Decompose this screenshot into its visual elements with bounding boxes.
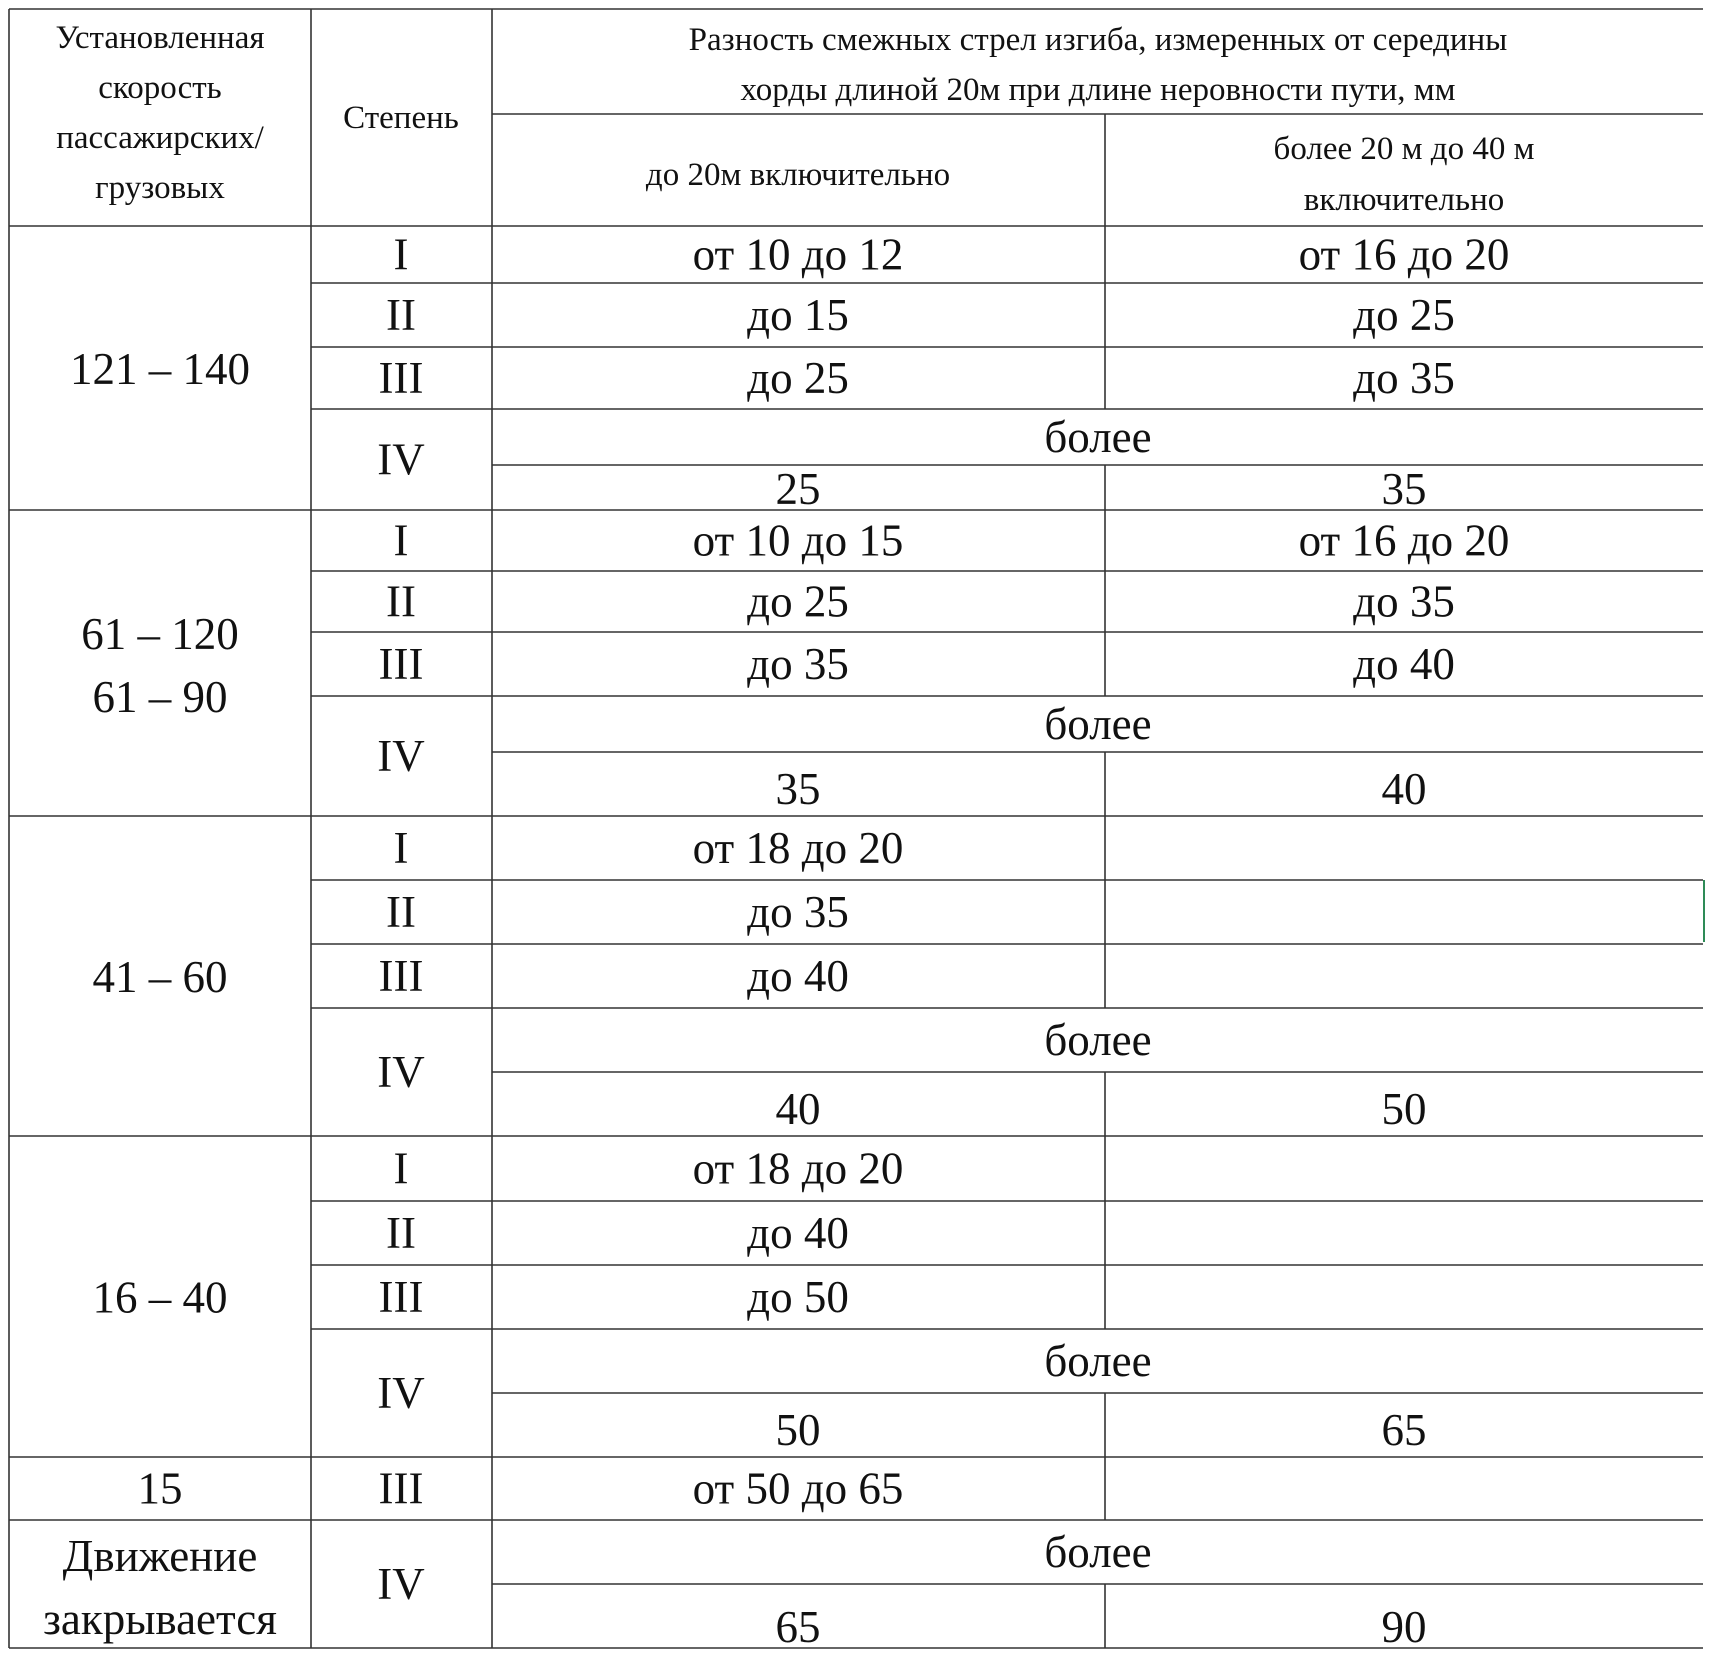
value-cell-upto-20m: до 25 (747, 577, 849, 627)
speed-value: Движение (63, 1531, 258, 1581)
speed-value: 15 (138, 1464, 183, 1514)
value-cell-upto-20m: до 40 (747, 1208, 849, 1258)
degree-cell: IV (377, 1368, 424, 1418)
over-merged-cell: более (1044, 1336, 1151, 1386)
speed-value: 16 – 40 (93, 1273, 228, 1323)
degree-cell: II (386, 577, 416, 627)
degree-cell: III (379, 1464, 424, 1514)
value-cell-20-40m: до 35 (1353, 353, 1455, 403)
value-cell-20-40m: до 35 (1353, 577, 1455, 627)
group-header-line: хорды длиной 20м при длине неровности пу… (740, 72, 1455, 108)
speed-header-line: Установленная (55, 20, 264, 56)
degree-cell: III (379, 639, 424, 689)
over-merged-cell: более (1044, 699, 1151, 749)
value-cell-20-40m: до 25 (1353, 290, 1455, 340)
table-header: Установленная скорость пассажирских/ гру… (55, 20, 1534, 218)
degree-cell: III (379, 1272, 424, 1322)
value-cell-20-40m: до 40 (1353, 639, 1455, 689)
degree-cell: II (386, 887, 416, 937)
value-cell-upto-20m: от 50 до 65 (693, 1464, 904, 1514)
degree-cell: IV (377, 1047, 424, 1097)
degree-cell: I (394, 230, 409, 280)
speed-value: 121 – 140 (70, 344, 250, 394)
value-cell-20-40m: 65 (1382, 1405, 1427, 1455)
value-cell-upto-20m: 35 (776, 764, 821, 814)
value-cell-upto-20m: 40 (776, 1084, 821, 1134)
value-cell-upto-20m: от 18 до 20 (693, 1144, 904, 1194)
degree-header: Степень (343, 100, 459, 136)
degree-cell: I (394, 823, 409, 873)
degree-cell: IV (377, 435, 424, 485)
value-cell-upto-20m: до 25 (747, 353, 849, 403)
degree-cell: I (394, 516, 409, 566)
value-cell-upto-20m: до 15 (747, 290, 849, 340)
col2-header-line: включительно (1304, 182, 1504, 218)
degree-cell: III (379, 353, 424, 403)
degree-cell: III (379, 951, 424, 1001)
value-cell-upto-20m: 25 (776, 464, 821, 514)
value-cell-upto-20m: до 35 (747, 887, 849, 937)
value-cell-20-40m: 35 (1382, 464, 1427, 514)
col1-header: до 20м включительно (646, 157, 950, 193)
over-merged-cell: более (1044, 1015, 1151, 1065)
speed-header-line: скорость (98, 70, 221, 106)
speed-value: 41 – 60 (93, 952, 228, 1002)
degree-cell: I (394, 1144, 409, 1194)
grid-lines (8, 8, 1703, 1649)
value-cell-upto-20m: до 35 (747, 639, 849, 689)
degree-cell: II (386, 290, 416, 340)
value-cell-upto-20m: до 50 (747, 1272, 849, 1322)
value-cell-20-40m: 90 (1382, 1602, 1427, 1652)
value-cell-upto-20m: от 10 до 12 (693, 230, 904, 280)
value-cell-20-40m: 50 (1382, 1084, 1427, 1134)
value-cell-20-40m: от 16 до 20 (1299, 230, 1510, 280)
value-cell-upto-20m: 50 (776, 1405, 821, 1455)
value-cell-20-40m: от 16 до 20 (1299, 516, 1510, 566)
speed-value: 61 – 120 (81, 609, 239, 659)
speed-header-line: пассажирских/ (56, 120, 264, 156)
speed-value: закрывается (43, 1594, 277, 1644)
value-cell-upto-20m: 65 (776, 1602, 821, 1652)
degree-cell: IV (377, 1559, 424, 1609)
degree-cell: IV (377, 731, 424, 781)
speed-value: 61 – 90 (93, 672, 228, 722)
degree-cell: II (386, 1208, 416, 1258)
value-cell-upto-20m: от 10 до 15 (693, 516, 904, 566)
col2-header-line: более 20 м до 40 м (1274, 131, 1535, 167)
value-cell-upto-20m: от 18 до 20 (693, 823, 904, 873)
value-cell-20-40m: 40 (1382, 764, 1427, 814)
group-header-line: Разность смежных стрел изгиба, измеренны… (689, 22, 1508, 58)
over-merged-cell: более (1044, 1527, 1151, 1577)
speed-header-line: грузовых (95, 170, 225, 206)
value-cell-upto-20m: до 40 (747, 951, 849, 1001)
active-cell-marker (1703, 880, 1705, 942)
over-merged-cell: более (1044, 412, 1151, 462)
